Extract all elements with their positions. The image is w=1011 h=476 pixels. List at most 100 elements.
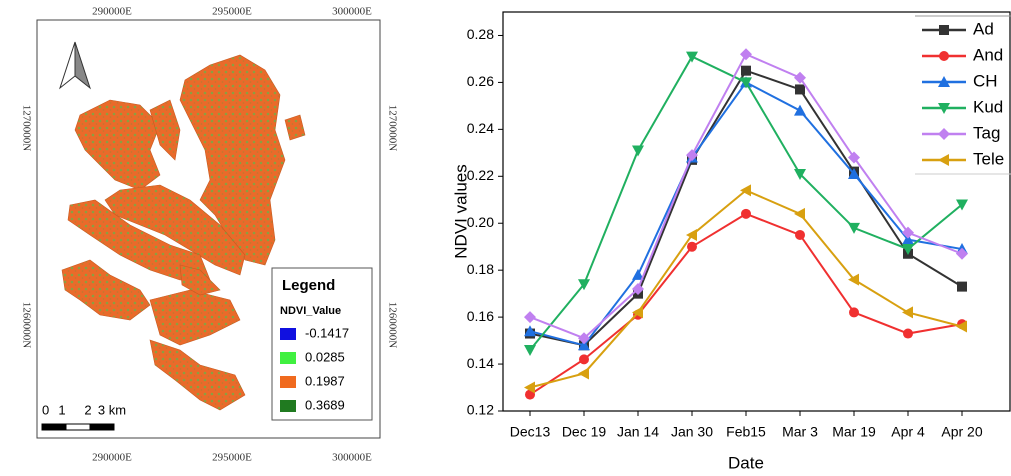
coord-label: 290000E xyxy=(92,452,132,464)
series-line xyxy=(529,189,963,389)
marker xyxy=(740,184,751,197)
legend-title: Legend xyxy=(282,277,335,294)
y-tick-label: 0.22 xyxy=(467,167,494,183)
marker xyxy=(686,228,697,241)
scale-label: 3 km xyxy=(98,402,126,417)
x-tick-label: Mar 3 xyxy=(782,424,818,440)
x-tick-label: Mar 19 xyxy=(832,424,876,440)
plot-frame xyxy=(502,11,1011,412)
marker xyxy=(741,65,751,76)
marker xyxy=(686,149,698,162)
marker xyxy=(740,48,752,61)
marker xyxy=(794,168,806,180)
marker xyxy=(687,241,697,252)
marker xyxy=(902,233,914,245)
x-tick-label: Jan 14 xyxy=(617,424,659,440)
marker xyxy=(741,208,751,219)
marker xyxy=(848,167,860,179)
marker xyxy=(956,199,968,211)
legend-label: And xyxy=(973,45,1003,64)
x-tick-label: Dec13 xyxy=(510,424,551,440)
y-tick-label: 0.24 xyxy=(467,120,494,136)
marker xyxy=(938,76,950,87)
marker xyxy=(578,367,589,380)
marker xyxy=(849,307,859,318)
scale-label: 1 xyxy=(58,402,65,417)
marker xyxy=(956,320,967,333)
marker xyxy=(902,244,914,256)
legend-label: 0.3689 xyxy=(305,397,345,412)
marker xyxy=(578,279,590,291)
y-tick-label: 0.14 xyxy=(467,355,494,371)
line-chart: 0.12 0.14 0.16 0.18 0.20 0.22 0.24 0.26 0.28 Dec1… xyxy=(451,11,1011,472)
series-line xyxy=(529,52,963,340)
y-tick-label: 0.12 xyxy=(467,402,494,418)
coord-label: 295000E xyxy=(212,452,252,464)
legend-label: CH xyxy=(973,71,998,90)
marker xyxy=(795,229,805,240)
coord-label: 1270000N xyxy=(20,105,32,152)
marker xyxy=(578,339,590,351)
coord-label: 1260000N xyxy=(386,302,398,349)
scale-segment xyxy=(89,423,115,431)
marker xyxy=(938,154,949,166)
coord-label: 295000E xyxy=(212,6,252,18)
scale-segment xyxy=(65,423,91,431)
marker xyxy=(939,51,949,61)
x-tick-label: Feb15 xyxy=(726,424,766,440)
marker xyxy=(956,247,968,260)
marker xyxy=(902,226,914,239)
marker xyxy=(794,104,806,116)
marker xyxy=(938,128,950,140)
map-legend xyxy=(271,267,373,421)
marker xyxy=(686,51,698,63)
x-tick-label: Dec 19 xyxy=(562,424,607,440)
legend-label: -0.1417 xyxy=(305,325,349,340)
marker xyxy=(938,103,950,114)
legend-field: NDVI_Value xyxy=(280,305,341,317)
marker xyxy=(939,25,949,35)
x-axis-label: Date xyxy=(728,453,764,472)
marker xyxy=(848,151,860,164)
x-tick-label: Apr 4 xyxy=(891,424,925,440)
marker xyxy=(632,145,644,157)
scale-label: 2 xyxy=(84,402,91,417)
marker xyxy=(524,344,536,356)
marker xyxy=(795,84,805,95)
marker xyxy=(902,306,913,319)
scale-label: 0 xyxy=(42,402,49,417)
north-arrow xyxy=(59,41,91,90)
x-tick-label: Jan 30 xyxy=(671,424,713,440)
marker xyxy=(740,77,752,89)
y-tick-label: 0.16 xyxy=(467,308,494,324)
y-tick-label: 0.26 xyxy=(467,73,494,89)
x-tick-label: Apr 20 xyxy=(941,424,982,440)
marker xyxy=(632,268,644,280)
legend-swatch xyxy=(280,376,296,388)
scale-segment xyxy=(41,423,67,431)
legend-swatch xyxy=(280,352,296,364)
marker xyxy=(524,381,535,394)
marker xyxy=(794,207,805,220)
legend-label: Ad xyxy=(973,19,994,38)
coord-label: 300000E xyxy=(332,452,372,464)
coord-label: 1260000N xyxy=(20,302,32,349)
coord-label: 1270000N xyxy=(386,105,398,152)
y-tick-label: 0.28 xyxy=(467,26,494,42)
legend-label: 0.1987 xyxy=(305,373,345,388)
marker xyxy=(632,282,644,295)
legend-swatch xyxy=(280,328,296,340)
marker xyxy=(794,71,806,84)
legend-swatch xyxy=(280,400,296,412)
marker xyxy=(524,325,536,337)
y-tick-label: 0.18 xyxy=(467,261,494,277)
ndvi-regions xyxy=(61,54,306,411)
legend-label: Kud xyxy=(973,97,1003,116)
coord-label: 300000E xyxy=(332,6,372,18)
legend-label: 0.0285 xyxy=(305,349,345,364)
coord-label: 290000E xyxy=(92,6,132,18)
series-line xyxy=(529,212,963,396)
marker xyxy=(957,281,967,292)
y-axis-label: NDVI values xyxy=(451,164,470,258)
